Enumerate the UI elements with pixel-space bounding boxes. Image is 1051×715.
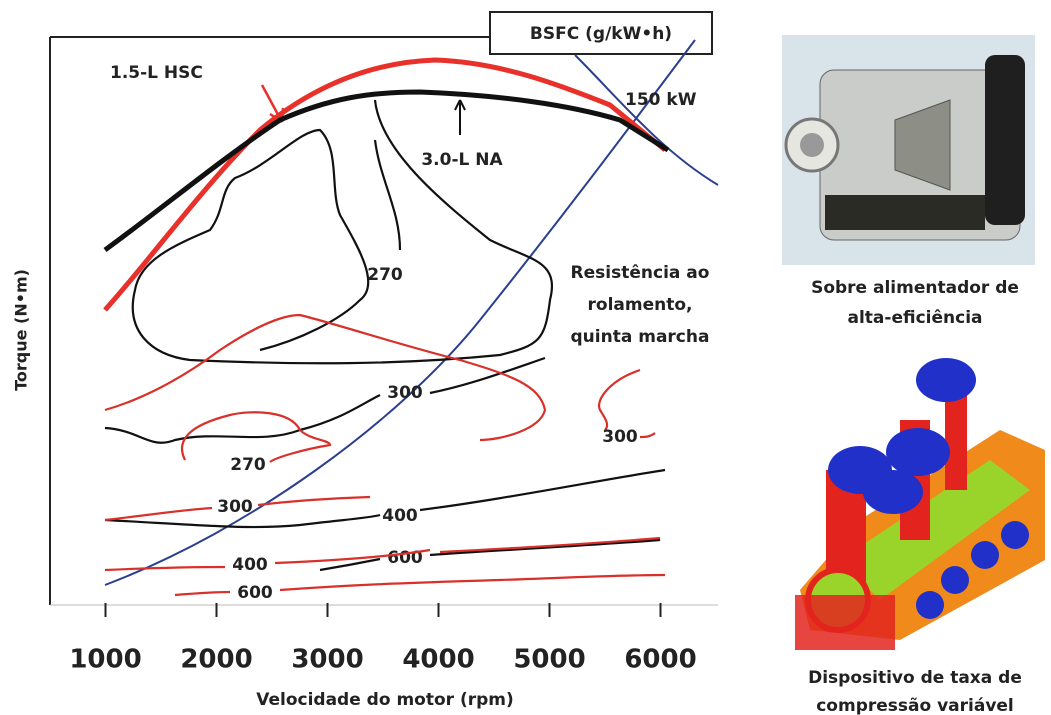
x-tick-label: 1000: [69, 645, 141, 675]
x-tick-label: 2000: [180, 645, 252, 675]
contour-label: 300: [387, 383, 423, 403]
contour-title: BSFC (g/kW•h): [530, 24, 672, 44]
x-tick-label: 3000: [291, 645, 363, 675]
caption: compressão variável: [816, 696, 1014, 715]
contour-line: [599, 370, 640, 430]
y-axis-label: Torque (N•m): [12, 269, 31, 391]
caption: Dispositivo de taxa de: [808, 668, 1022, 688]
curve-label: 1.5-L HSC: [110, 63, 203, 83]
road-load-label: Resistência ao: [571, 263, 710, 283]
chart: BSFC (g/kW•h) Velocidade do motor (rpm) …: [0, 0, 1051, 715]
contour-line: [133, 100, 552, 363]
contour-line: [430, 540, 660, 555]
road-load-label: quinta marcha: [571, 327, 710, 347]
arrow: [455, 100, 465, 135]
contour-line: [640, 433, 655, 437]
contour-line: [420, 470, 665, 510]
page: {"chart_data": { "type": "contour", "xla…: [0, 0, 1051, 715]
road-load-label: rolamento,: [588, 295, 693, 315]
boundary-line: [575, 55, 718, 185]
contour-line: [375, 140, 400, 250]
contour-label: 300: [602, 427, 638, 447]
caption: alta-eficiência: [848, 308, 983, 328]
contour-line: [175, 592, 230, 595]
contour-line: [105, 508, 212, 520]
contour-label: 600: [237, 583, 273, 603]
x-tick-label: 5000: [513, 645, 585, 675]
contour-line: [280, 575, 665, 590]
power-line-label: 150 kW: [625, 90, 697, 110]
curve-label: 3.0-L NA: [421, 150, 503, 170]
full-load-curve: [105, 92, 668, 250]
caption: Sobre alimentador de: [811, 278, 1019, 298]
contour-line: [440, 538, 660, 552]
x-axis-label: Velocidade do motor (rpm): [256, 690, 514, 710]
contour-line: [105, 567, 225, 570]
x-tick-label: 6000: [624, 645, 696, 675]
engine-image: [795, 358, 1045, 650]
x-tick-label: 4000: [402, 645, 474, 675]
contour-label: 270: [230, 455, 266, 475]
contour-label: 400: [232, 555, 268, 575]
contour-label: 270: [367, 265, 403, 285]
contour-label: 400: [382, 506, 418, 526]
contour-label: 300: [217, 497, 253, 517]
supercharger-image: [782, 35, 1035, 265]
contour-line: [430, 358, 545, 393]
contour-line: [105, 395, 380, 443]
